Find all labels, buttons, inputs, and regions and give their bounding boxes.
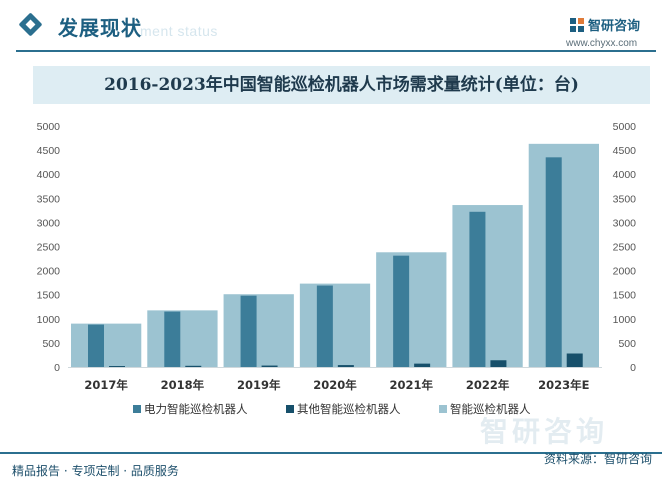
bar-other	[337, 365, 354, 367]
watermark-logo: 智研咨询	[480, 415, 609, 448]
bar-total	[452, 205, 523, 367]
bar-electric	[88, 324, 104, 367]
bar-total	[71, 323, 142, 367]
legend-label: 电力智能巡检机器人	[144, 402, 248, 416]
y-tick-label-right: 1500	[613, 290, 637, 302]
bar-other	[414, 363, 431, 367]
legend-swatch	[133, 405, 141, 413]
footer-divider	[0, 452, 662, 454]
y-tick-label-left: 4000	[37, 169, 61, 181]
y-tick-label-right: 2500	[613, 242, 637, 254]
y-tick-label-right: 4500	[613, 145, 637, 157]
y-tick-label-left: 5000	[37, 121, 61, 133]
section-subtitle: ment status	[140, 23, 218, 39]
y-tick-label-left: 3000	[37, 217, 61, 229]
legend-swatch	[286, 405, 294, 413]
y-tick-label-right: 4000	[613, 169, 637, 181]
legend-label: 其他智能巡检机器人	[297, 402, 401, 416]
y-tick-label-left: 1000	[37, 314, 61, 326]
bar-electric	[164, 311, 181, 367]
y-tick-label-left: 4500	[37, 145, 61, 157]
bar-electric	[393, 255, 410, 367]
bar-other	[185, 365, 202, 367]
bar-electric	[469, 211, 486, 367]
bar-electric	[545, 157, 562, 367]
y-tick-label-right: 0	[630, 362, 636, 374]
x-tick-label: 2018年	[161, 378, 205, 392]
y-tick-label-right: 3500	[613, 193, 637, 205]
x-tick-label: 2022年	[466, 378, 510, 392]
bar-total	[299, 283, 371, 367]
y-tick-label-right: 3000	[613, 217, 637, 229]
logo-url[interactable]: www.chyxx.com	[566, 38, 638, 49]
y-tick-label-left: 0	[54, 362, 60, 374]
logo-name: 智研咨询	[588, 19, 641, 34]
bar-total	[223, 294, 294, 367]
bar-electric	[240, 295, 257, 367]
y-tick-label-left: 2500	[37, 242, 61, 254]
chart-title: 2016-2023年中国智能巡检机器人市场需求量统计(单位：台)	[104, 75, 579, 95]
bar-total	[376, 252, 447, 367]
bar-total	[528, 143, 599, 367]
y-tick-label-left: 500	[42, 338, 60, 350]
x-tick-label: 2017年	[84, 378, 128, 392]
bar-other	[566, 353, 583, 367]
bar-other	[490, 360, 507, 367]
x-tick-label: 2023年E	[538, 378, 590, 392]
y-tick-label-right: 5000	[613, 121, 637, 133]
bar-other	[261, 365, 278, 367]
footer-slogan: 精品报告 · 专项定制 · 品质服务	[12, 464, 179, 478]
bar-total	[147, 310, 218, 367]
logo-icon	[570, 18, 584, 32]
y-tick-label-left: 2000	[37, 266, 61, 278]
y-tick-label-right: 1000	[613, 314, 637, 326]
section-title: 发展现状	[58, 16, 142, 40]
x-tick-label: 2020年	[313, 378, 357, 392]
footer-source: 资料来源：智研咨询	[543, 452, 652, 466]
legend-swatch	[439, 405, 447, 413]
bar-chart: 0 0 500 500 1000 1000 1500 1500 2000 2000 2500 2500…	[37, 121, 637, 416]
title-band	[33, 66, 650, 104]
header-bar: ment status 发展现状 智研咨询 www.chyxx.com	[0, 0, 662, 58]
x-tick-label: 2021年	[390, 378, 434, 392]
y-tick-label-left: 3500	[37, 193, 61, 205]
y-tick-label-left: 1500	[37, 290, 61, 302]
bar-other	[109, 366, 125, 368]
y-tick-label-right: 2000	[613, 266, 637, 278]
bar-electric	[316, 285, 333, 367]
legend-label: 智能巡检机器人	[450, 402, 531, 416]
header-divider	[16, 50, 656, 52]
y-tick-label-right: 500	[618, 338, 636, 350]
x-tick-label: 2019年	[237, 378, 281, 392]
